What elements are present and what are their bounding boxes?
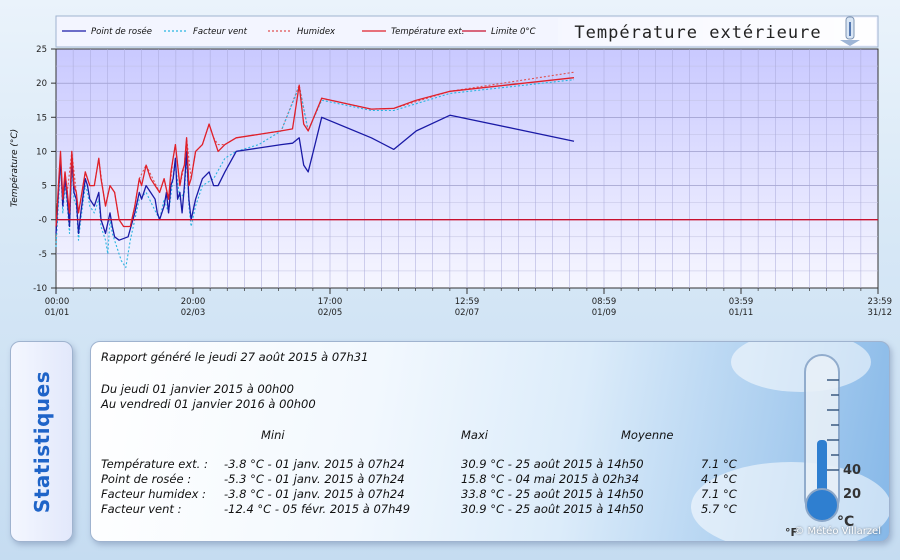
- x-tick-date: 01/09: [592, 308, 617, 318]
- row-moyenne: 7.1 °C: [701, 487, 737, 501]
- x-tick-date: 01/11: [729, 308, 754, 318]
- thermo-label-fahrenheit: °F: [785, 526, 798, 539]
- header-mini: Mini: [261, 428, 285, 442]
- legend-label: Température ext.: [391, 26, 464, 37]
- y-tick-label: -0: [39, 216, 47, 226]
- series-lines: [55, 71, 878, 269]
- x-tick-time: 17:00: [318, 297, 343, 307]
- x-tick-time: 08:59: [592, 297, 617, 307]
- y-tick-label: 25: [36, 45, 47, 55]
- y-tick-label: 15: [36, 113, 47, 123]
- copyright: © Météo Villarzel: [794, 526, 881, 537]
- cloud-decoration: [691, 462, 889, 541]
- y-axis: 25 20 15 10 5 -0 -5 -10: [33, 45, 56, 294]
- statistics-title: Statistiques: [29, 370, 54, 513]
- row-mini: -12.4 °C - 05 févr. 2015 à 07h49: [224, 502, 411, 516]
- legend-label: Limite 0°C: [491, 27, 536, 37]
- x-tick-date: 01/01: [45, 308, 70, 318]
- x-tick-date: 02/03: [181, 308, 206, 318]
- series-line-3: [55, 77, 575, 228]
- x-tick-time: 12:59: [455, 297, 480, 307]
- series-line-0: [55, 114, 575, 241]
- legend: Point de rosée Facteur vent Humidex Tempéra…: [62, 26, 536, 37]
- row-label: Température ext. :: [101, 457, 208, 471]
- row-label: Facteur vent :: [101, 502, 182, 516]
- row-label: Point de rosée :: [101, 472, 192, 486]
- y-tick-label: 20: [36, 79, 47, 89]
- statistics-side-panel: Statistiques: [10, 341, 73, 542]
- header-moyenne: Moyenne: [621, 428, 674, 442]
- x-tick-date: 02/05: [318, 308, 343, 318]
- row-mini: -3.8 °C - 01 janv. 2015 à 07h24: [224, 457, 405, 471]
- y-tick-label: -10: [33, 284, 47, 294]
- period-from: Du jeudi 01 janvier 2015 à 00h00: [101, 382, 294, 396]
- row-moyenne: 4.1 °C: [701, 472, 737, 486]
- thermo-label-20: 20: [843, 487, 861, 502]
- row-mini: -5.3 °C - 01 janv. 2015 à 07h24: [224, 472, 405, 486]
- row-maxi: 15.8 °C - 04 mai 2015 à 02h34: [461, 472, 640, 486]
- chart-title: Température extérieure: [574, 23, 821, 43]
- thermo-label-celsius: °C: [837, 514, 854, 530]
- report-generated: Rapport généré le jeudi 27 août 2015 à 0…: [101, 350, 369, 364]
- x-tick-time: 20:00: [181, 297, 206, 307]
- row-moyenne: 5.7 °C: [701, 502, 737, 516]
- y-axis-label: Température (°C): [9, 129, 20, 207]
- y-tick-label: 5: [42, 182, 47, 192]
- legend-label: Facteur vent: [193, 27, 248, 37]
- row-moyenne: 7.1 °C: [701, 457, 737, 471]
- row-maxi: 30.9 °C - 25 août 2015 à 14h50: [461, 457, 644, 471]
- statistics-panel: Rapport généré le jeudi 27 août 2015 à 0…: [90, 341, 890, 542]
- thermo-label-40: 40: [843, 463, 861, 478]
- period-to: Au vendredi 01 janvier 2016 à 00h00: [101, 397, 316, 411]
- legend-label: Humidex: [297, 27, 336, 37]
- header-maxi: Maxi: [461, 428, 488, 442]
- y-tick-label: -5: [39, 250, 47, 260]
- row-maxi: 30.9 °C - 25 août 2015 à 14h50: [461, 502, 644, 516]
- x-tick-date: 31/12: [868, 308, 893, 318]
- x-tick-date: 02/07: [455, 308, 480, 318]
- thermometer-illustration: 40 20 °C °F: [785, 354, 861, 539]
- x-tick-time: 00:00: [45, 297, 70, 307]
- row-maxi: 33.8 °C - 25 août 2015 à 14h50: [461, 487, 644, 501]
- thermometer-icon: [840, 16, 860, 46]
- legend-label: Point de rosée: [91, 26, 152, 37]
- x-tick-time: 23:59: [868, 297, 893, 307]
- row-mini: -3.8 °C - 01 janv. 2015 à 07h24: [224, 487, 405, 501]
- y-tick-label: 10: [36, 147, 47, 157]
- row-label: Facteur humidex :: [101, 487, 206, 501]
- x-tick-time: 03:59: [729, 297, 754, 307]
- title-box: [558, 18, 876, 45]
- cloud-decoration: [731, 342, 871, 392]
